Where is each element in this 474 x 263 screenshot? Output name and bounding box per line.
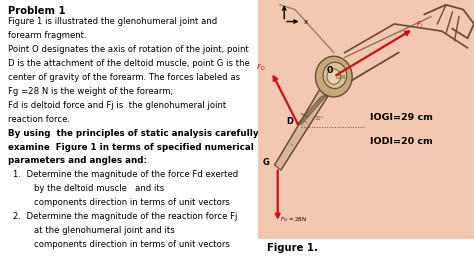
Text: 2.  Determine the magnitude of the reaction force Fj: 2. Determine the magnitude of the reacti… [13, 212, 237, 221]
Text: center of gravity of the forearm. The forces labeled as: center of gravity of the forearm. The fo… [8, 73, 240, 82]
Text: reaction force.: reaction force. [8, 115, 70, 124]
Text: Fd is deltoid force and Fj is  the glenohumeral joint: Fd is deltoid force and Fj is the glenoh… [8, 101, 226, 110]
Text: O: O [326, 66, 333, 75]
Text: G: G [263, 158, 270, 167]
Text: parameters and angles and:: parameters and angles and: [8, 156, 147, 165]
Text: components direction in terms of unit vectors: components direction in terms of unit ve… [34, 240, 229, 249]
Text: By using  the principles of static analysis carefully: By using the principles of static analys… [8, 129, 258, 138]
Text: $F_G$ = 28N: $F_G$ = 28N [280, 215, 307, 224]
Text: $F_j$: $F_j$ [416, 19, 423, 31]
Text: COR: COR [336, 75, 346, 80]
Text: D is the attachment of the deltoid muscle, point G is the: D is the attachment of the deltoid muscl… [8, 59, 249, 68]
Text: examine  Figure 1 in terms of specified numerical: examine Figure 1 in terms of specified n… [8, 143, 254, 151]
Text: IOGI=29 cm: IOGI=29 cm [371, 113, 433, 122]
Text: forearm fragment.: forearm fragment. [8, 31, 86, 40]
Circle shape [323, 62, 347, 89]
Text: by the deltoid muscle   and its: by the deltoid muscle and its [34, 184, 164, 193]
Text: 1.  Determine the magnitude of the force Fd exerted: 1. Determine the magnitude of the force … [13, 170, 238, 179]
Text: D: D [286, 118, 293, 127]
Text: Figure 1 is illustrated the glenohumeral joint and: Figure 1 is illustrated the glenohumeral… [8, 17, 217, 26]
Text: 30°: 30° [314, 116, 324, 121]
Text: Figure 1.: Figure 1. [267, 243, 318, 253]
Text: Problem 1: Problem 1 [8, 6, 65, 16]
Circle shape [327, 69, 341, 84]
Text: IODI=20 cm: IODI=20 cm [371, 136, 433, 146]
Text: x: x [304, 19, 308, 25]
Text: Fg =28 N is the weight of the forearm;: Fg =28 N is the weight of the forearm; [8, 87, 173, 96]
Text: Point O designates the axis of rotation of the joint, point: Point O designates the axis of rotation … [8, 45, 248, 54]
Polygon shape [274, 73, 338, 170]
Text: $F_D$: $F_D$ [256, 62, 266, 73]
Text: at the glenohumeral joint and its: at the glenohumeral joint and its [34, 226, 174, 235]
Text: components direction in terms of unit vectors: components direction in terms of unit ve… [34, 198, 229, 207]
Circle shape [316, 56, 352, 97]
